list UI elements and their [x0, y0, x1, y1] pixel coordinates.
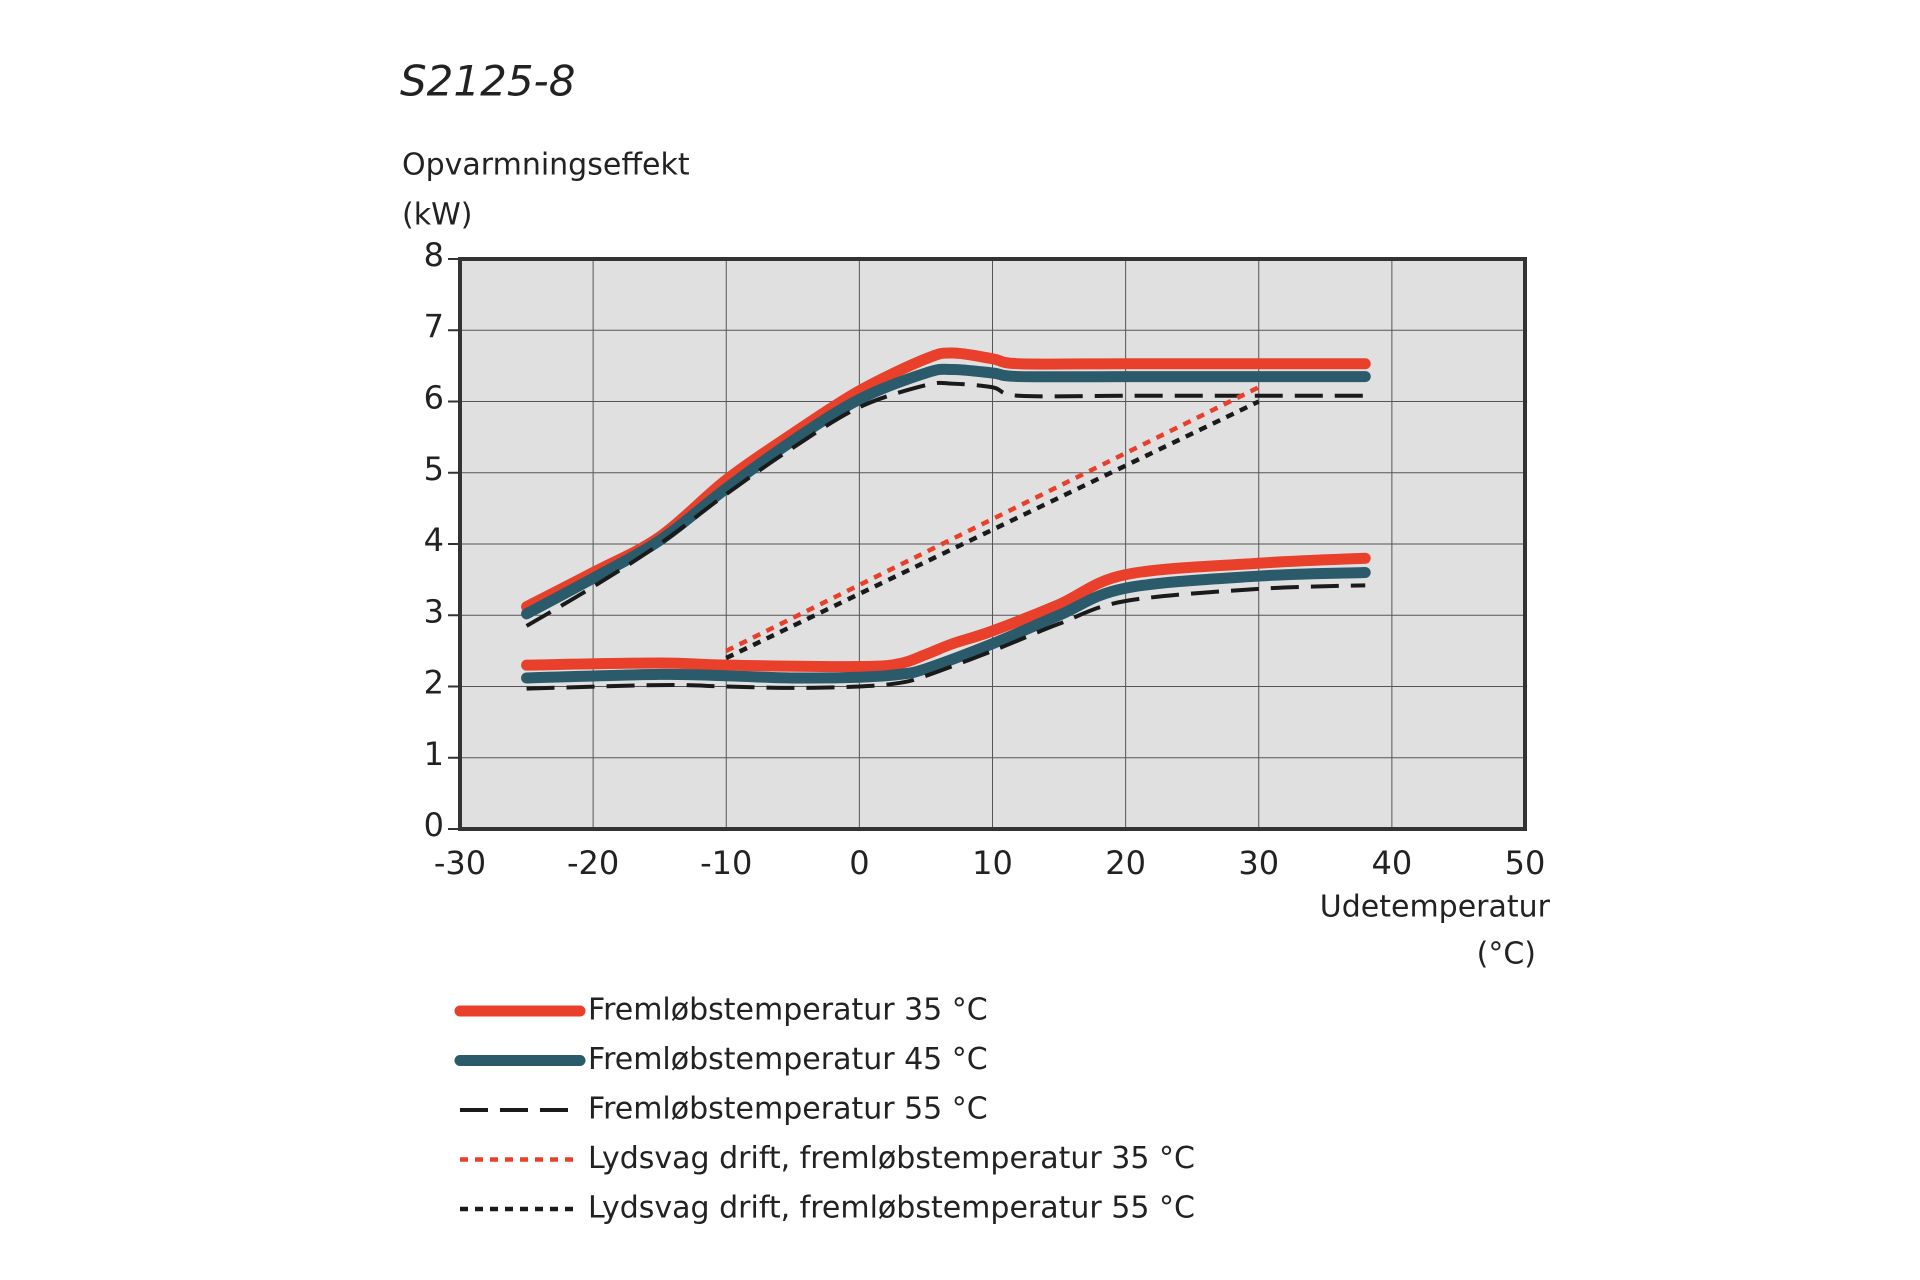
x-tick-label: 50: [1505, 844, 1546, 882]
series-line: [525, 380, 1366, 691]
chart-title: S2125-8: [400, 57, 575, 106]
y-tick-label: 6: [424, 379, 444, 417]
x-tick-label: -20: [567, 844, 619, 882]
y-tick-label: 3: [424, 592, 444, 630]
x-tick-label: 40: [1372, 844, 1413, 882]
y-tick-label: 2: [424, 664, 444, 702]
x-axis-label: (°C): [1477, 937, 1536, 972]
x-tick-label: 0: [849, 844, 869, 882]
x-tick-label: 10: [972, 844, 1013, 882]
x-tick-label: 20: [1105, 844, 1146, 882]
legend-label: Fremløbstemperatur 45 °C: [588, 1042, 988, 1077]
y-tick-label: 8: [424, 236, 444, 274]
y-tick-label: 0: [424, 806, 444, 844]
y-tick-label: 1: [424, 735, 444, 773]
series-line: [521, 363, 1371, 684]
plot-frame: [458, 257, 1527, 831]
legend-label: Lydsvag drift, fremløbstemperatur 55 °C: [588, 1191, 1195, 1226]
legend-label: Lydsvag drift, fremløbstemperatur 35 °C: [588, 1141, 1195, 1176]
x-tick-label: -30: [434, 844, 486, 882]
legend-label: Fremløbstemperatur 35 °C: [588, 993, 988, 1028]
y-tick-label: 4: [424, 521, 444, 559]
x-tick-label: 30: [1238, 844, 1279, 882]
x-axis-label: Udetemperatur: [1320, 890, 1551, 925]
y-axis-label: (kW): [402, 198, 472, 233]
x-tick-label: -10: [700, 844, 752, 882]
y-axis-label: Opvarmningseffekt: [402, 148, 690, 183]
y-tick-label: 7: [424, 307, 444, 345]
legend-label: Fremløbstemperatur 55 °C: [588, 1092, 988, 1127]
y-tick-label: 5: [424, 450, 444, 488]
